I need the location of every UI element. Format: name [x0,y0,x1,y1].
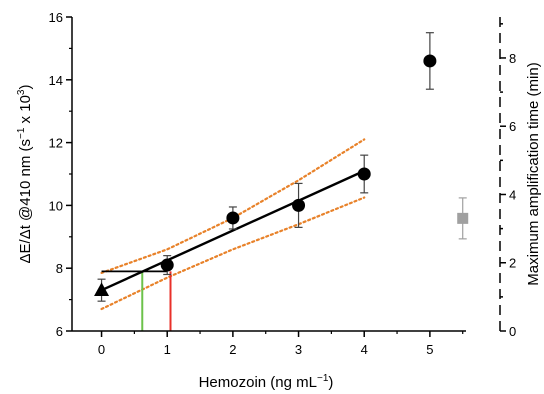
data-point-circle [357,167,371,181]
plot-area [94,32,469,331]
data-point-circle [160,258,174,272]
x-tick-label: 3 [295,342,302,357]
y2-tick-label: 6 [509,119,516,134]
x-tick-label: 4 [361,342,368,357]
data-point-square [457,212,469,224]
y2-axis-title: Maximum amplification time (min) [525,62,542,285]
y-tick-label: 10 [49,198,63,213]
confidence-band-lower [100,196,366,311]
y2-tick-label: 4 [509,187,516,202]
y-tick-label: 14 [49,73,63,88]
x-axis-title: Hemozoin (ng mL−1) [199,373,334,391]
confidence-band-upper [100,138,366,275]
data-point-circle [292,198,306,212]
x-tick-label: 0 [98,342,105,357]
x-tick-label: 2 [229,342,236,357]
data-point-triangle [94,282,110,297]
y-tick-label: 12 [49,136,63,151]
x-tick-label: 1 [164,342,171,357]
y2-tick-label: 2 [509,256,516,271]
y-tick-label: 8 [56,261,63,276]
y-axis-title: ΔE/Δt @410 nm (s−1 x 103) [16,85,34,264]
x-tick-label: 5 [426,342,433,357]
y-tick-label: 6 [56,324,63,339]
data-point-circle [226,211,240,225]
fit-line [101,169,365,292]
y2-tick-label: 0 [509,324,516,339]
data-point-circle [423,54,437,68]
y2-tick-label: 8 [509,51,516,66]
y-tick-label: 16 [49,10,63,25]
